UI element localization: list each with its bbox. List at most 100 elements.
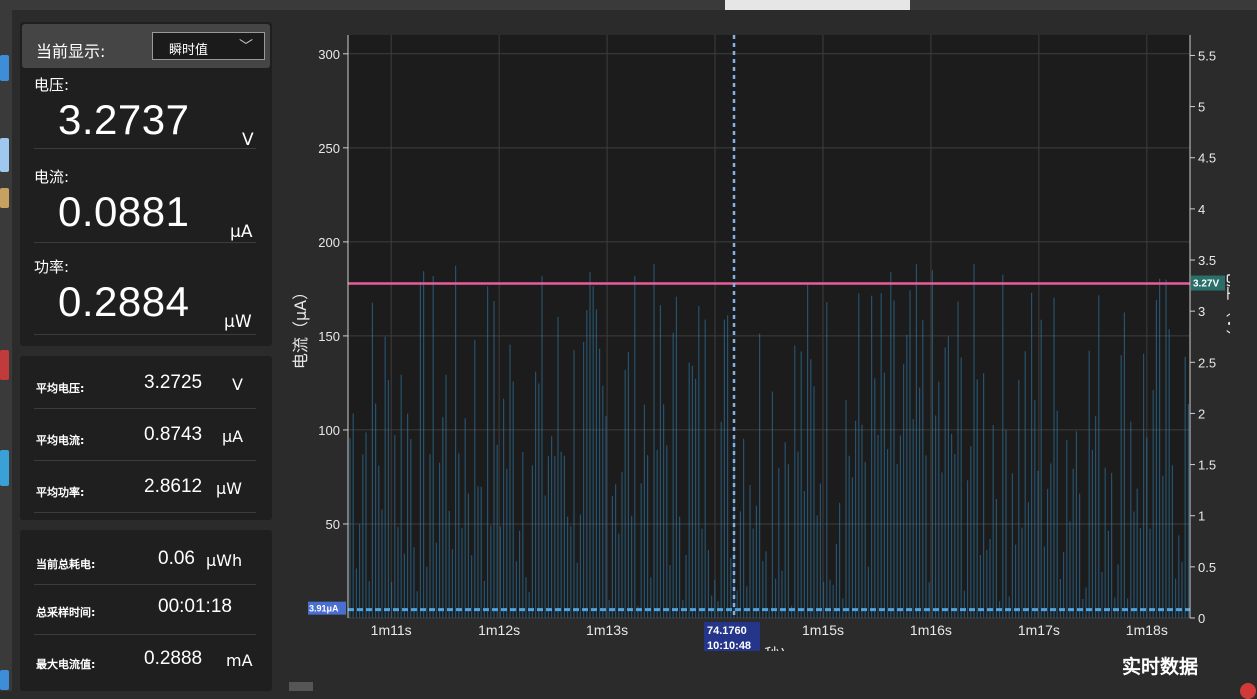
- left-tick-label: 300: [318, 47, 340, 62]
- max-current-value: 0.2888: [144, 648, 203, 669]
- total-energy-label: 当前总耗电:: [36, 558, 96, 571]
- edge-icon-4: [0, 350, 9, 380]
- cursor-time: 10:10:48: [707, 640, 751, 651]
- power-readout: 功率: 0.2884 μW: [20, 250, 272, 342]
- divider: [34, 634, 256, 635]
- x-tick-label: 1m12s: [478, 622, 520, 638]
- total-energy-row: 当前总耗电: 0.06 μWh: [20, 534, 272, 586]
- right-tick-label: 3.5: [1198, 253, 1216, 268]
- right-tick-label: 1: [1198, 509, 1205, 524]
- current-marker-badge: [308, 601, 346, 615]
- grid-lines: [348, 35, 1190, 619]
- edge-icon-2: [0, 138, 9, 172]
- cursor-value: 74.1760: [707, 625, 747, 637]
- realtime-data-title: 实时数据: [1122, 656, 1199, 678]
- left-tick-label: 150: [318, 329, 340, 344]
- voltage-marker-badge: [1191, 275, 1225, 291]
- current-unit: μA: [230, 222, 253, 242]
- notification-dot: [1240, 683, 1256, 699]
- right-axis-title: 电压（V）: [1223, 267, 1230, 347]
- right-tick-label: 4.5: [1198, 151, 1216, 166]
- max-current-label: 最大电流值:: [36, 658, 96, 671]
- total-energy-unit: μWh: [206, 551, 243, 570]
- sample-time-value: 00:01:18: [158, 596, 232, 617]
- edge-icon-3: [0, 188, 9, 208]
- avg-voltage-unit: V: [232, 375, 243, 394]
- x-tick-label: 1m17s: [1018, 622, 1060, 638]
- voltage-readout: 电压: 3.2737 V: [20, 68, 272, 160]
- avg-power-unit: μW: [216, 479, 242, 498]
- current-readout: 电流: 0.0881 μA: [20, 160, 272, 252]
- divider: [34, 408, 256, 409]
- top-tab-highlight: [725, 0, 910, 10]
- x-tick-label: 1m16s: [910, 622, 952, 638]
- right-tick-label: 1.5: [1198, 458, 1216, 473]
- divider: [34, 148, 256, 149]
- right-tick-label: 4: [1198, 202, 1205, 217]
- right-tick-label: 0.5: [1198, 560, 1216, 575]
- right-tick-label: 5: [1198, 100, 1205, 115]
- expand-handle[interactable]: [289, 682, 313, 691]
- current-series: [349, 264, 1190, 618]
- averages-panel: 平均电压: 3.2725 V 平均电流: 0.8743 μA 平均功率: 2.8…: [20, 356, 272, 520]
- voltage-marker-label: 3.27V: [1193, 279, 1219, 290]
- left-edge-strip: [0, 10, 12, 691]
- avg-power-row: 平均功率: 2.8612 μW: [20, 462, 272, 514]
- x-tick-label: 1m11s: [371, 622, 412, 638]
- avg-voltage-value: 3.2725: [144, 372, 203, 393]
- power-label: 功率:: [34, 258, 70, 276]
- display-mode-label: 当前显示:: [36, 42, 106, 61]
- current-value: 0.0881: [58, 188, 190, 235]
- chevron-down-icon: ﹀: [239, 39, 253, 55]
- left-axis-title: 电流（μA）: [291, 284, 310, 369]
- voltage-value: 3.2737: [58, 96, 190, 143]
- voltage-unit: V: [242, 130, 254, 150]
- plot-area[interactable]: [348, 35, 1190, 618]
- divider: [34, 334, 256, 335]
- current-label: 电流:: [34, 168, 70, 186]
- x-tick-label: 1m13s: [586, 622, 628, 638]
- max-current-row: 最大电流值: 0.2888 mA: [20, 634, 272, 686]
- instant-values-panel: 当前显示: 瞬时值 ﹀ 电压: 3.2737 V 电流: 0.0881 μA 功…: [20, 22, 272, 346]
- right-tick-label: 2.5: [1198, 355, 1216, 370]
- avg-power-value: 2.8612: [144, 476, 203, 497]
- avg-current-unit: μA: [222, 427, 244, 446]
- current-marker-label: 3.91μA: [309, 604, 339, 614]
- sample-time-label: 总采样时间:: [36, 606, 96, 619]
- left-tick-label: 50: [326, 517, 340, 532]
- divider: [34, 584, 256, 585]
- cursor-readout-box: [704, 622, 761, 651]
- realtime-chart[interactable]: 50 100 150 200 250 300 0 0.5 1 1.5 2 2.5 3 3.5 4 4.5 5 5.…: [290, 26, 1230, 651]
- power-value: 0.2884: [58, 278, 190, 325]
- totals-panel: 当前总耗电: 0.06 μWh 总采样时间: 00:01:18 最大电流值: 0…: [20, 530, 272, 691]
- max-current-unit: mA: [226, 651, 253, 670]
- right-tick-label: 2: [1198, 406, 1205, 421]
- avg-current-value: 0.8743: [144, 424, 203, 445]
- left-tick-label: 100: [318, 423, 340, 438]
- power-unit: μW: [224, 312, 252, 332]
- x-axis-title: 秒): [764, 645, 786, 651]
- divider: [34, 242, 256, 243]
- avg-voltage-label: 平均电压:: [36, 382, 85, 395]
- right-tick-label: 0: [1198, 611, 1205, 626]
- avg-power-label: 平均功率:: [36, 486, 85, 499]
- left-tick-label: 250: [318, 141, 340, 156]
- divider: [34, 512, 256, 513]
- display-mode-select[interactable]: 瞬时值 ﹀: [152, 32, 265, 60]
- right-tick-label: 3: [1198, 304, 1205, 319]
- divider: [34, 460, 256, 461]
- edge-icon-6: [0, 670, 9, 690]
- voltage-label: 电压:: [34, 76, 70, 94]
- total-energy-value: 0.06: [158, 548, 195, 569]
- display-mode-row: 当前显示: 瞬时值 ﹀: [22, 24, 270, 68]
- avg-current-row: 平均电流: 0.8743 μA: [20, 410, 272, 462]
- edge-icon-5: [0, 450, 9, 486]
- edge-icon-1: [0, 55, 9, 81]
- avg-current-label: 平均电流:: [36, 434, 85, 447]
- avg-voltage-row: 平均电压: 3.2725 V: [20, 358, 272, 410]
- sample-time-row: 总采样时间: 00:01:18: [20, 582, 272, 634]
- window-top-bar: [0, 0, 1257, 10]
- x-tick-label: 1m18s: [1126, 622, 1168, 638]
- display-mode-value: 瞬时值: [169, 43, 209, 58]
